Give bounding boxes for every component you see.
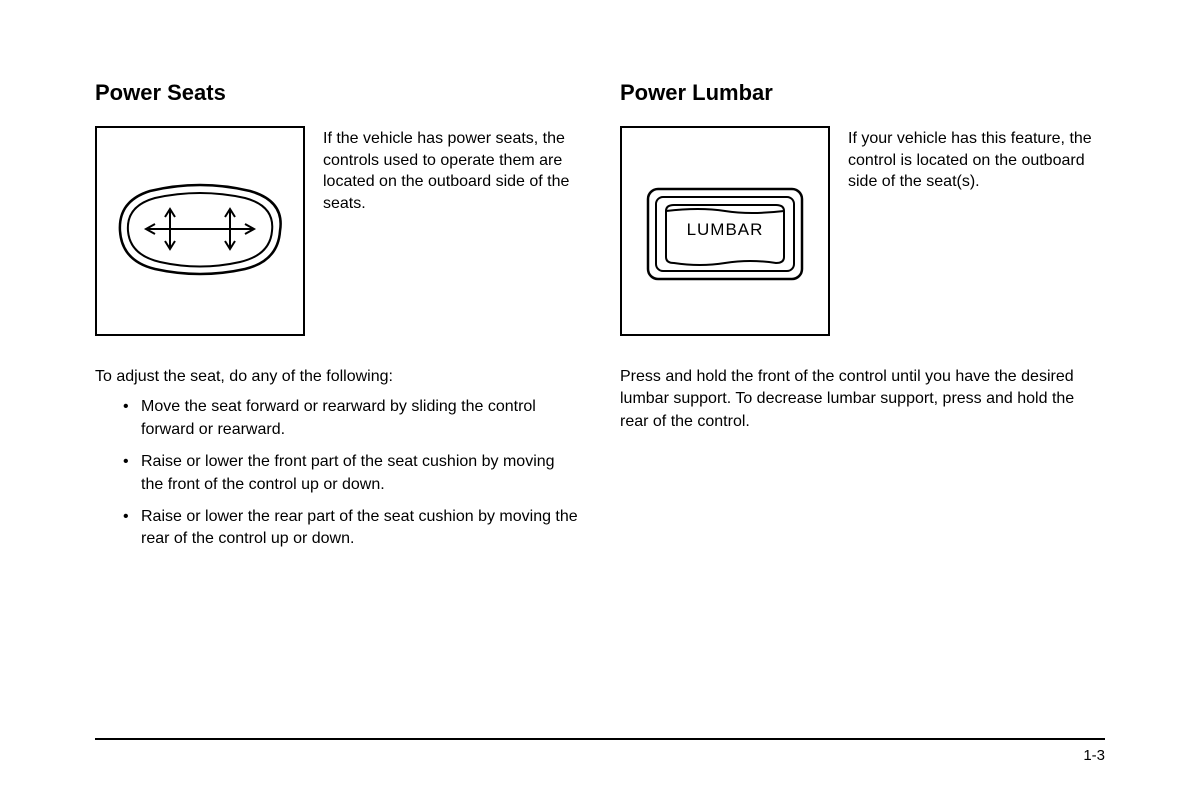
power-seats-caption: If the vehicle has power seats, the cont…: [323, 126, 580, 214]
page-number: 1-3: [1083, 747, 1105, 764]
left-column: Power Seats: [95, 80, 580, 561]
footer-rule: [95, 738, 1105, 740]
power-lumbar-figure-row: LUMBAR If your vehicle has this feature,…: [620, 126, 1105, 336]
power-seats-title: Power Seats: [95, 80, 580, 106]
power-lumbar-body: Press and hold the front of the control …: [620, 366, 1105, 433]
list-item: Raise or lower the front part of the sea…: [123, 451, 580, 496]
power-lumbar-title: Power Lumbar: [620, 80, 1105, 106]
lumbar-label: LUMBAR: [687, 220, 764, 239]
power-seats-figure: [95, 126, 305, 336]
power-seats-figure-row: If the vehicle has power seats, the cont…: [95, 126, 580, 336]
seat-control-icon: [100, 161, 300, 301]
list-item: Raise or lower the rear part of the seat…: [123, 506, 580, 551]
power-seats-bullet-list: Move the seat forward or rearward by sli…: [95, 396, 580, 560]
list-item: Move the seat forward or rearward by sli…: [123, 396, 580, 441]
power-lumbar-figure: LUMBAR: [620, 126, 830, 336]
right-column: Power Lumbar LUMBAR If your vehicle has …: [620, 80, 1105, 561]
power-seats-intro: To adjust the seat, do any of the follow…: [95, 366, 580, 388]
power-lumbar-caption: If your vehicle has this feature, the co…: [848, 126, 1105, 193]
manual-page: Power Seats: [0, 0, 1200, 601]
